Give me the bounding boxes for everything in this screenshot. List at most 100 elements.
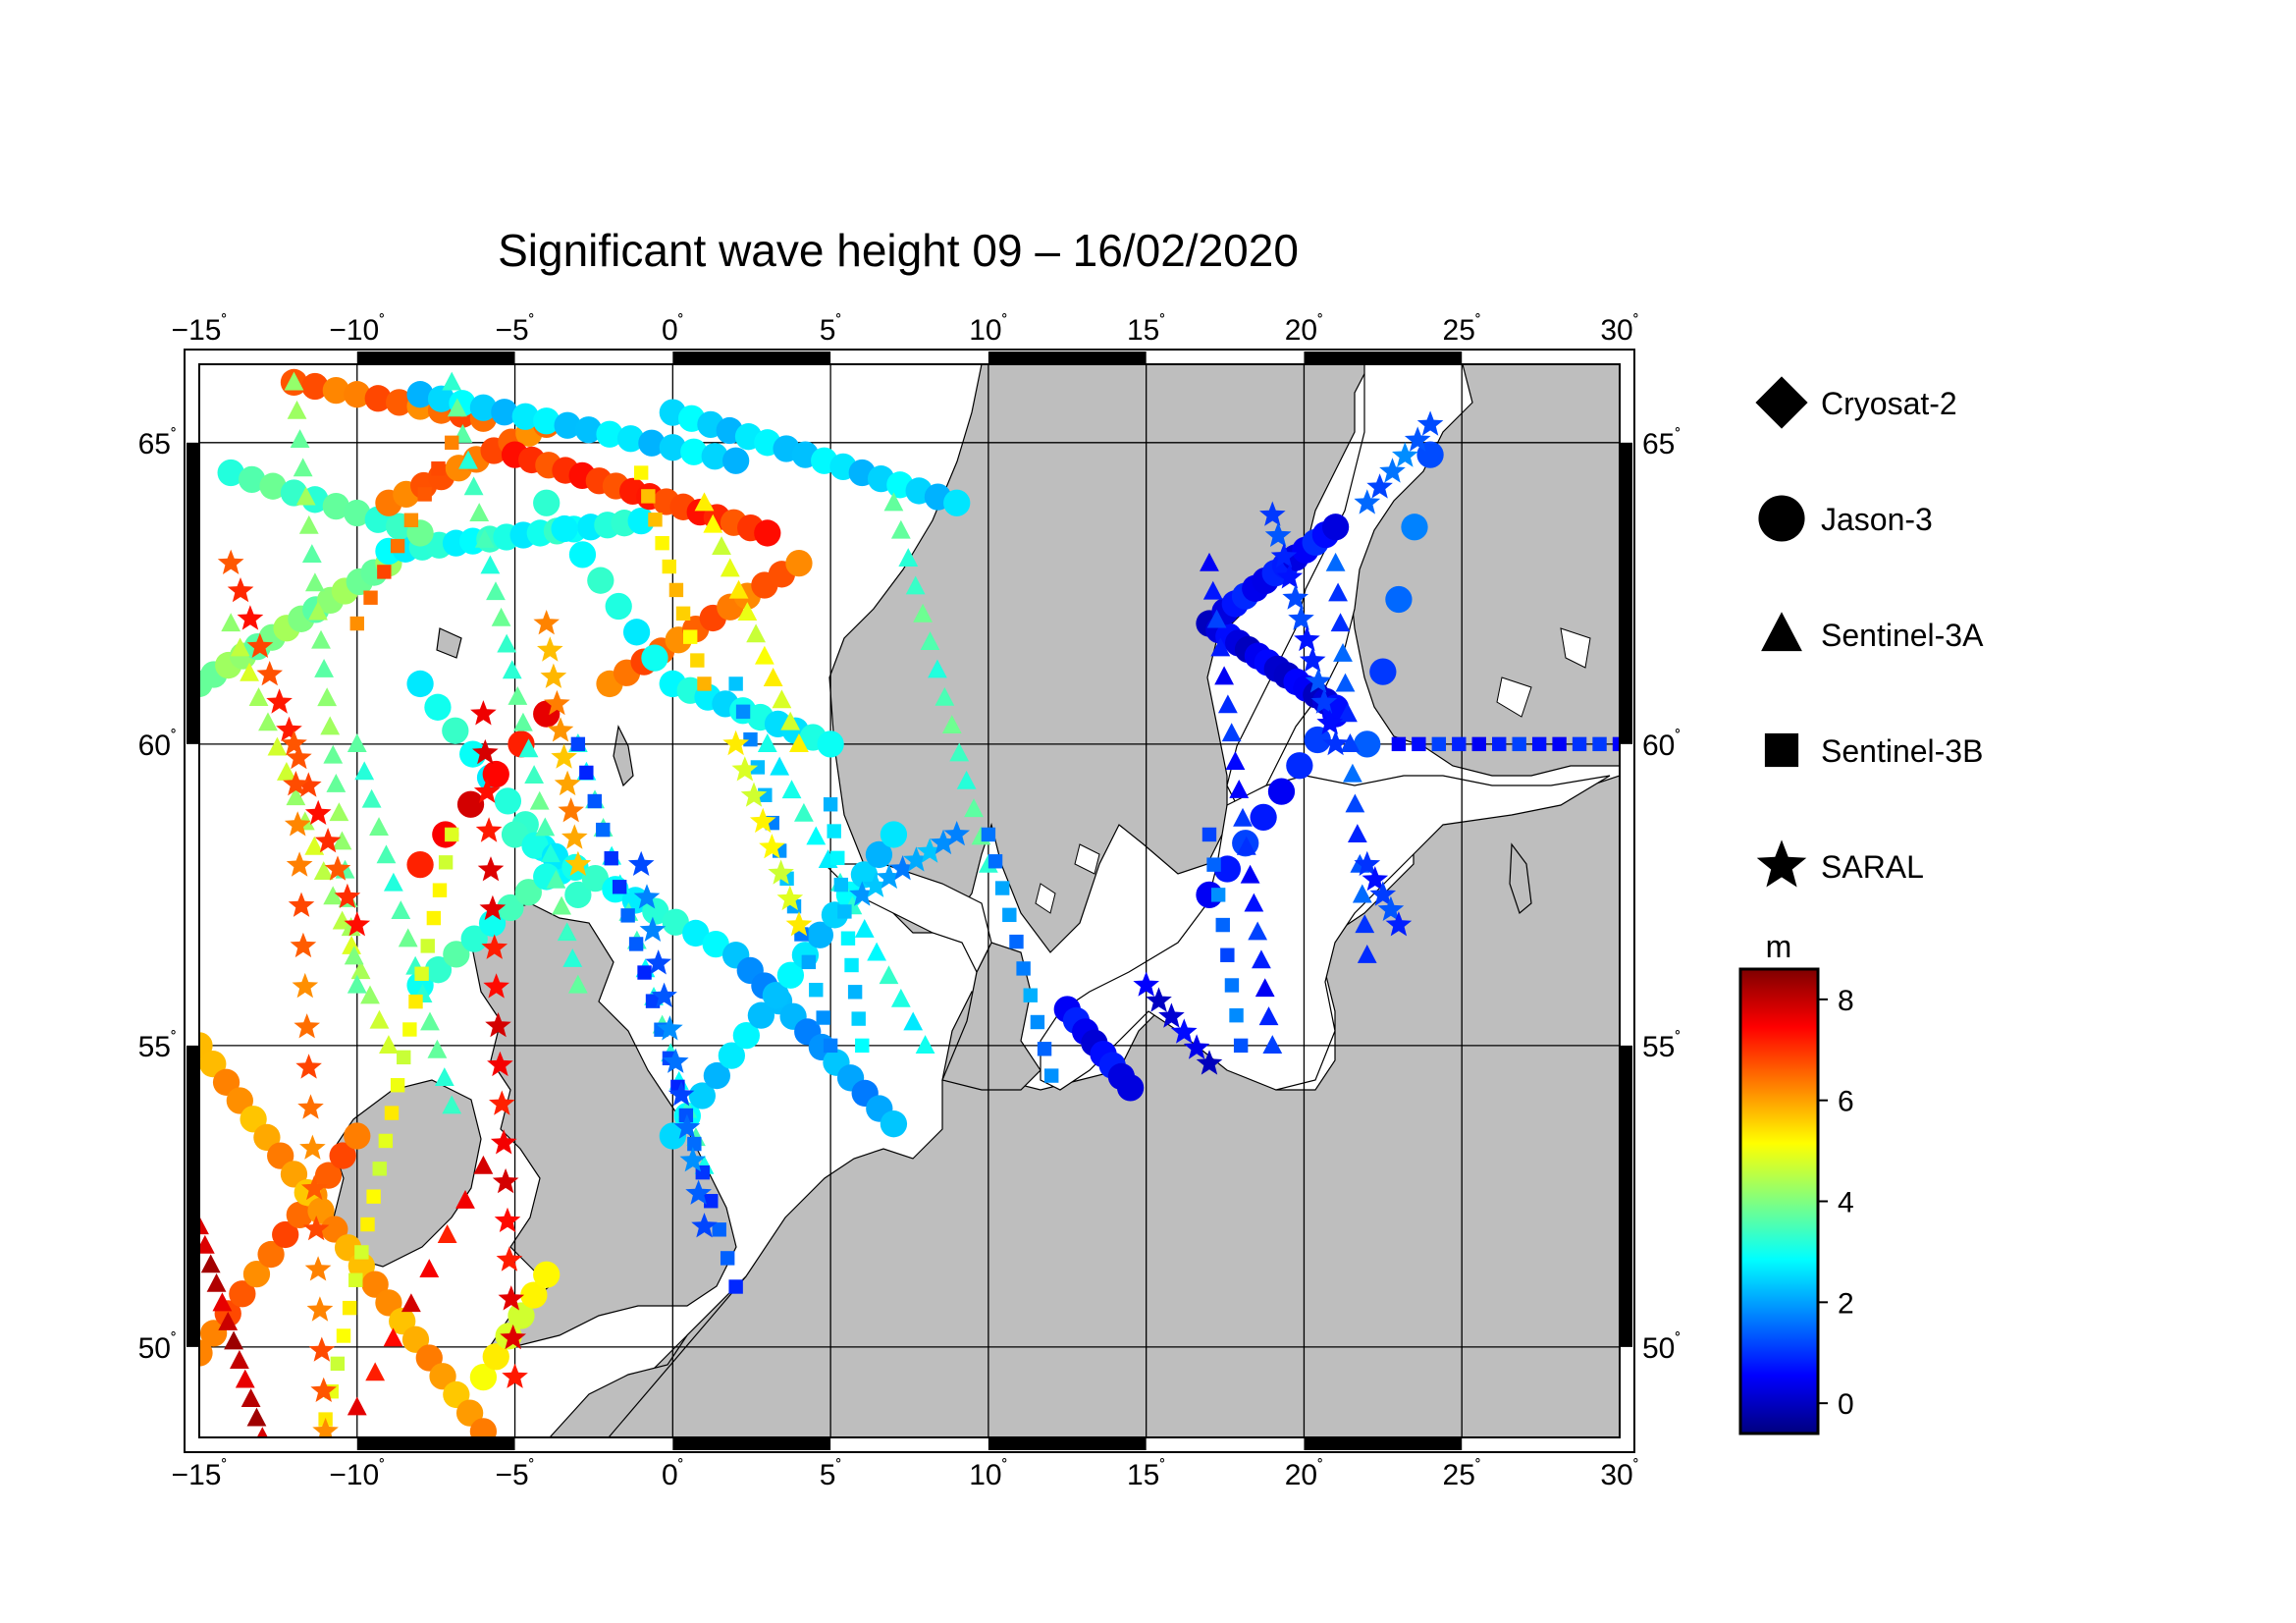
track-point	[551, 743, 577, 769]
track-point	[217, 459, 244, 487]
track-point	[458, 450, 478, 469]
track-point	[1030, 1014, 1045, 1030]
colorbar-tick-label: 8	[1838, 985, 1854, 1017]
track-point	[817, 730, 844, 758]
track-point	[651, 982, 677, 1007]
frame-bar-right	[1621, 1045, 1632, 1347]
track-point	[943, 821, 970, 846]
track-point	[443, 1380, 470, 1409]
track-point	[1294, 625, 1320, 652]
track-point	[903, 846, 930, 872]
track-point	[463, 476, 484, 496]
track-point	[712, 536, 731, 555]
track-point	[314, 828, 342, 853]
track-point	[1286, 752, 1313, 780]
track-point	[227, 577, 254, 603]
track-point	[293, 458, 313, 477]
satellite-tracks	[199, 368, 1620, 1437]
map-area[interactable]	[186, 364, 1627, 1445]
track-point	[789, 733, 809, 752]
track-point	[570, 736, 586, 752]
track-point	[1366, 473, 1393, 499]
track-point	[447, 398, 467, 417]
track-point	[1170, 1018, 1198, 1044]
frame-bar-top	[356, 352, 515, 363]
track-point	[1248, 921, 1268, 941]
track-point	[302, 1216, 330, 1241]
track-point	[780, 711, 801, 730]
track-point	[304, 836, 325, 855]
track-point	[1404, 426, 1431, 452]
track-point	[460, 925, 488, 952]
track-point	[688, 1082, 716, 1109]
track-point	[890, 988, 911, 1007]
track-point	[267, 1142, 294, 1169]
lon-label-bottom: 25˚	[1443, 1457, 1481, 1491]
track-point	[332, 831, 352, 850]
track-point	[1009, 934, 1024, 949]
track-point	[240, 662, 259, 681]
track-point	[1044, 1068, 1059, 1083]
track-point	[849, 881, 876, 906]
track-point	[366, 1189, 381, 1204]
track-point	[363, 590, 378, 605]
colorbar-unit: m	[1766, 929, 1792, 964]
track-point	[344, 499, 371, 527]
track-point	[1276, 564, 1304, 589]
track-point	[694, 492, 715, 512]
track-point	[1229, 780, 1250, 798]
track-point	[401, 1293, 421, 1313]
track-point	[312, 1417, 339, 1437]
track-point	[301, 544, 322, 563]
track-point	[277, 761, 296, 781]
track-point	[862, 872, 889, 897]
track-point	[347, 1396, 367, 1416]
track-point	[235, 1369, 255, 1388]
map-outer-frame	[184, 349, 1635, 1453]
track-point	[1362, 866, 1389, 892]
track-point	[280, 1161, 308, 1188]
track-point	[1210, 637, 1231, 657]
track-point	[507, 685, 528, 705]
lon-label-top: 25˚	[1443, 312, 1481, 347]
track-point	[365, 1362, 386, 1381]
track-point	[344, 946, 364, 965]
track-point	[749, 807, 776, 834]
track-point	[482, 760, 509, 788]
legend-symbol-triangle	[1761, 612, 1802, 652]
track-point	[330, 1356, 346, 1372]
track-point	[823, 1038, 838, 1054]
track-point	[372, 1162, 387, 1176]
track-point	[659, 434, 686, 461]
track-point	[342, 935, 362, 954]
lat-label-left: 60˚	[138, 728, 177, 762]
track-point	[420, 939, 435, 953]
track-point	[833, 877, 849, 893]
track-point	[1512, 736, 1526, 752]
track-point	[402, 1022, 417, 1037]
track-point	[212, 1068, 240, 1096]
track-point	[690, 653, 705, 668]
track-point	[401, 1325, 430, 1353]
track-point	[806, 826, 827, 845]
track-point	[308, 601, 328, 621]
track-point	[349, 616, 364, 631]
legend-item: SARAL	[1756, 839, 1924, 888]
track-point	[521, 832, 549, 859]
track-point	[1264, 521, 1292, 547]
track-point	[850, 861, 879, 889]
track-point	[759, 834, 785, 859]
track-point	[199, 1234, 215, 1254]
track-point	[981, 827, 996, 842]
track-point	[596, 420, 623, 448]
track-point	[627, 850, 655, 876]
lakes	[1035, 627, 1591, 914]
track-point	[329, 1142, 356, 1169]
track-point	[497, 633, 517, 653]
track-point	[217, 549, 244, 574]
legend-symbol-diamond	[1755, 376, 1808, 429]
lon-label-top: 10˚	[969, 312, 1007, 347]
lat-label-right: 65˚	[1642, 426, 1681, 460]
track-point	[417, 487, 432, 502]
track-point	[317, 687, 338, 707]
